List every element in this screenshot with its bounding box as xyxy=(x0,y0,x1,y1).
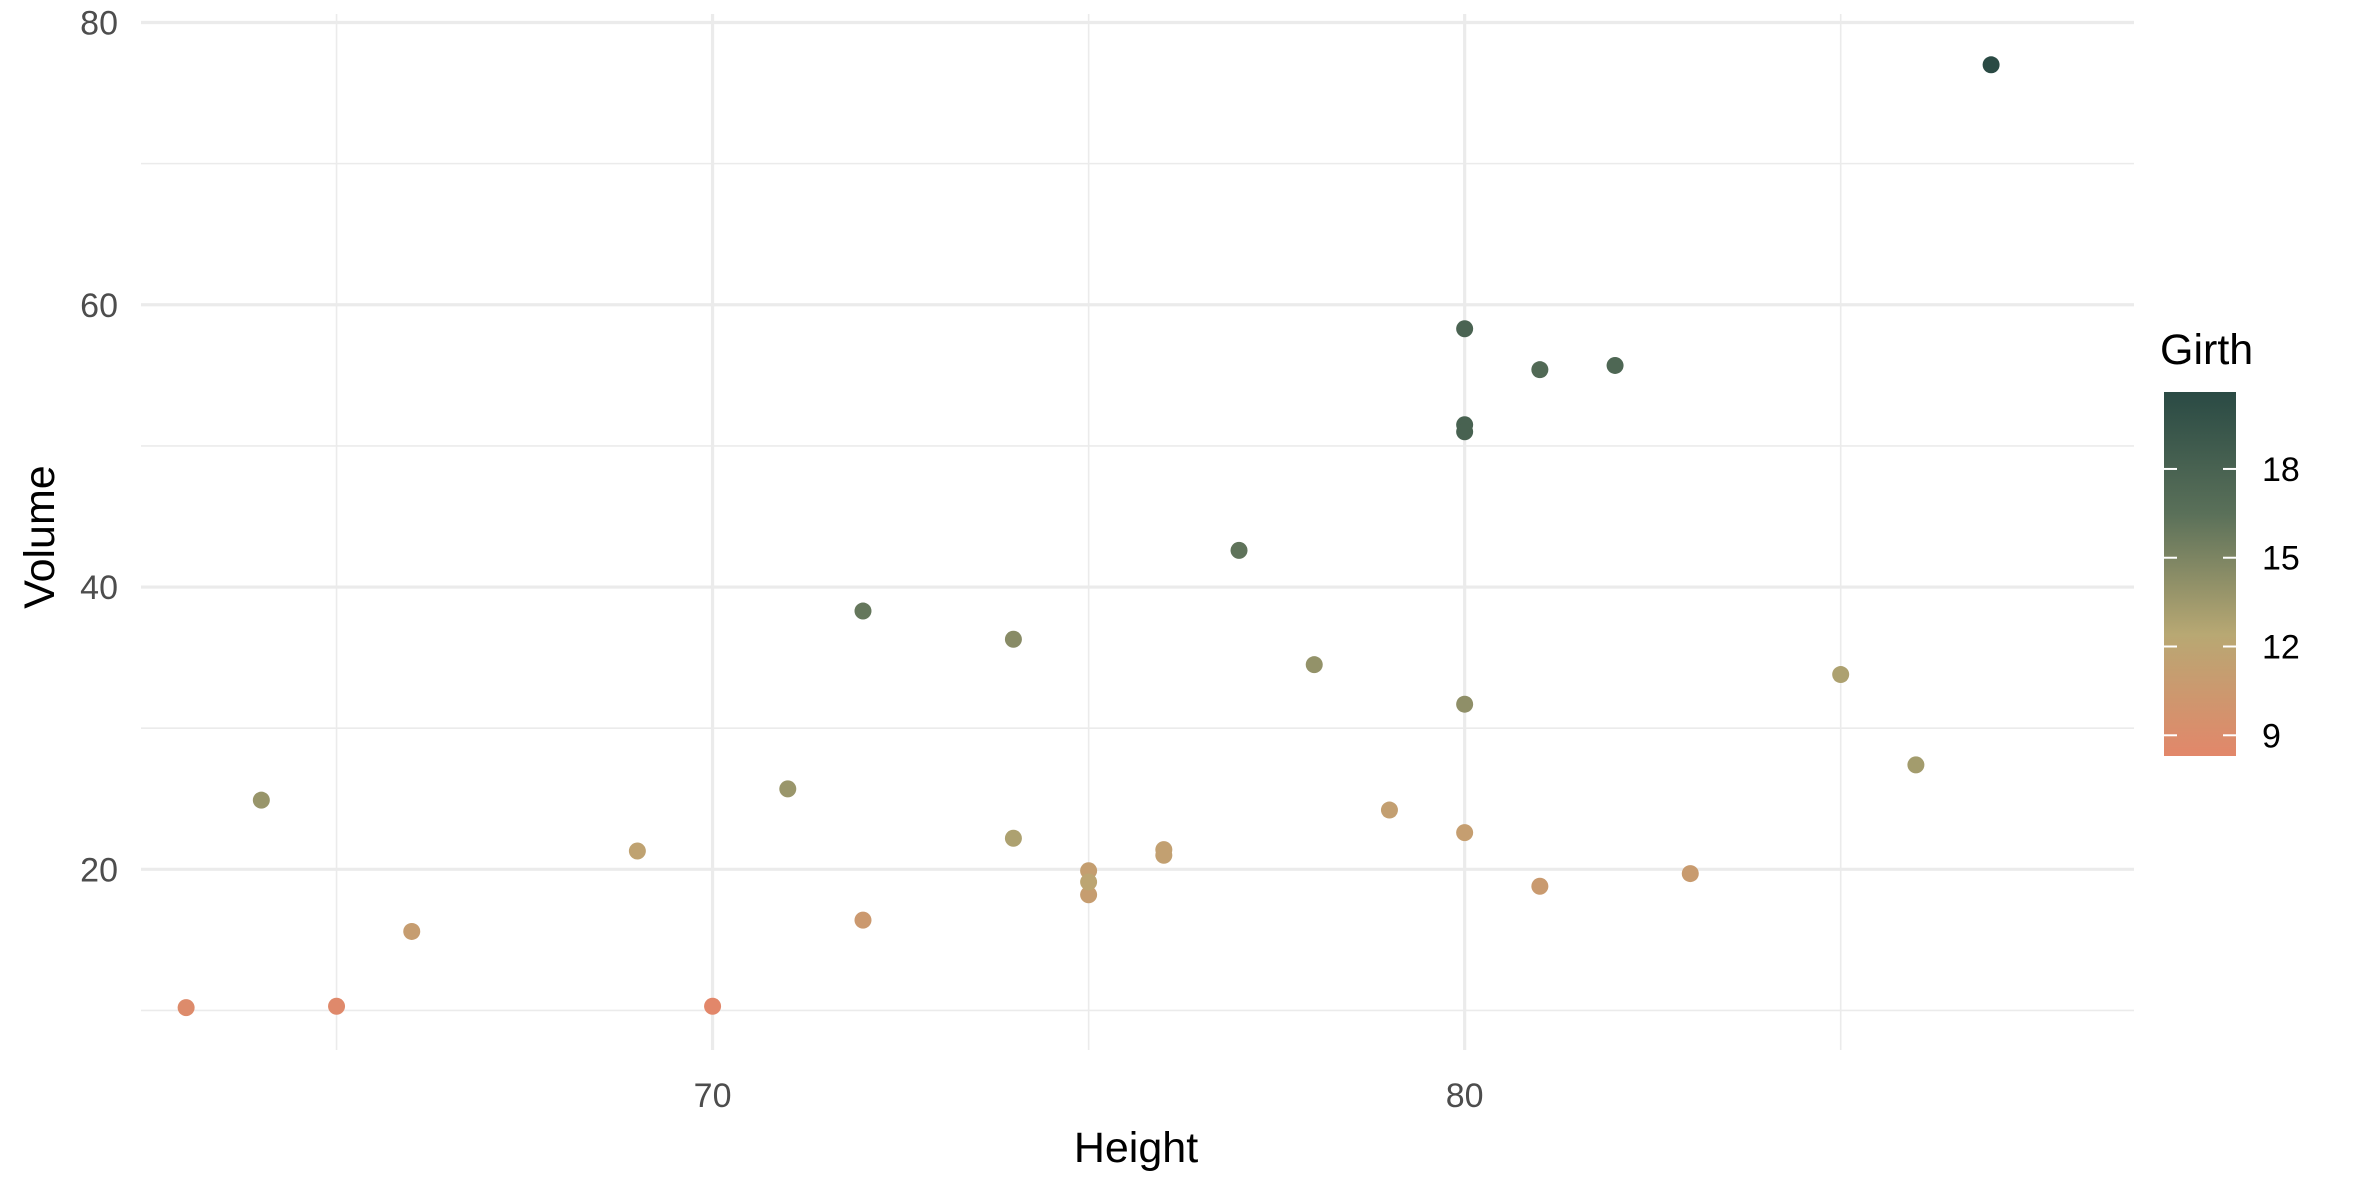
data-point xyxy=(1456,320,1474,338)
data-point xyxy=(854,602,872,620)
data-point xyxy=(854,911,872,929)
data-point xyxy=(1681,865,1699,883)
y-axis-ticks: 20 40 60 80 xyxy=(80,4,118,889)
colorbar-tick-label: 12 xyxy=(2262,629,2300,667)
grid xyxy=(141,14,2134,1050)
data-point xyxy=(1531,877,1549,895)
x-axis-title: Height xyxy=(1074,1124,1198,1172)
y-tick-label: 60 xyxy=(80,287,118,325)
y-tick-label: 40 xyxy=(80,569,118,607)
data-point xyxy=(1606,356,1624,374)
data-point xyxy=(1832,666,1850,684)
data-point xyxy=(1230,541,1248,559)
data-point xyxy=(177,999,195,1017)
data-point xyxy=(1456,423,1474,441)
data-point xyxy=(779,780,797,798)
data-point xyxy=(252,791,270,809)
legend: Girth 9 12 15 18 xyxy=(2160,326,2300,756)
y-tick-label: 80 xyxy=(80,4,118,42)
data-point xyxy=(704,997,722,1015)
data-point xyxy=(628,842,646,860)
colorbar-tick-label: 15 xyxy=(2262,540,2300,578)
data-point xyxy=(1380,801,1398,819)
x-tick-label: 80 xyxy=(1446,1077,1484,1115)
data-point xyxy=(1531,361,1549,379)
y-axis-title: Volume xyxy=(16,465,64,608)
data-point xyxy=(1004,630,1022,648)
data-point xyxy=(1155,841,1173,859)
colorbar-tick-label: 18 xyxy=(2262,451,2300,489)
data-points xyxy=(177,56,2000,1017)
data-point xyxy=(1004,829,1022,847)
colorbar-tick-label: 9 xyxy=(2262,717,2281,755)
data-point xyxy=(1982,56,2000,74)
colorbar xyxy=(2164,392,2236,756)
data-point xyxy=(403,922,421,940)
legend-title: Girth xyxy=(2160,326,2253,374)
data-point xyxy=(1080,886,1098,904)
data-point xyxy=(1080,873,1098,891)
colorbar-ticks: 9 12 15 18 xyxy=(2164,451,2300,755)
x-tick-label: 70 xyxy=(694,1077,732,1115)
data-point xyxy=(1305,656,1323,674)
data-point xyxy=(1456,824,1474,842)
y-tick-label: 20 xyxy=(80,851,118,889)
data-point xyxy=(1456,695,1474,713)
data-point xyxy=(1907,756,1925,774)
data-point xyxy=(328,997,346,1015)
x-axis-ticks: 70 80 xyxy=(694,1077,1484,1115)
